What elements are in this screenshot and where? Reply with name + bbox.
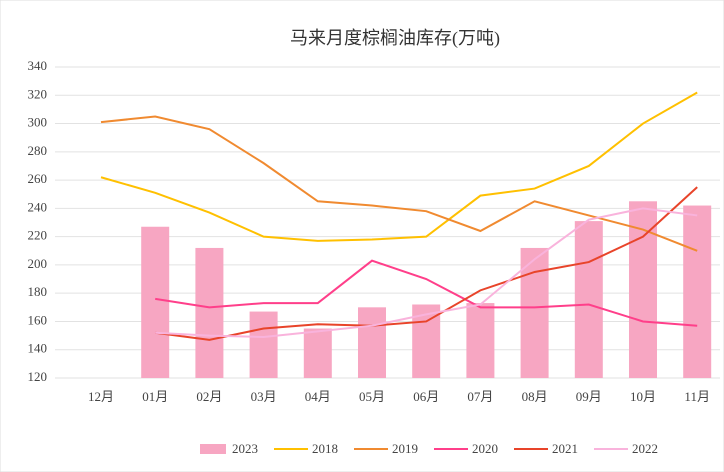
bar [141, 226, 170, 378]
x-tick-label: 10月 [630, 389, 656, 404]
line [155, 186, 698, 341]
legend-label: 2018 [312, 441, 338, 456]
y-tick-label: 260 [28, 171, 48, 186]
chart-title: 马来月度棕榈油库存(万吨) [290, 28, 500, 49]
bar [358, 307, 386, 378]
x-tick-label: 12月 [88, 389, 114, 404]
x-tick-label: 06月 [413, 389, 439, 404]
bar [466, 303, 495, 378]
x-tick-label: 08月 [522, 389, 548, 404]
legend-swatch [200, 444, 226, 454]
x-tick-label: 02月 [196, 389, 222, 404]
x-tick-label: 05月 [359, 389, 385, 404]
y-tick-label: 120 [28, 369, 48, 384]
x-tick-label: 04月 [305, 389, 331, 404]
y-tick-label: 300 [28, 115, 48, 130]
legend-label: 2020 [472, 441, 498, 456]
bar [249, 311, 278, 378]
bar [303, 328, 332, 378]
y-tick-label: 220 [28, 228, 48, 243]
legend-label: 2023 [232, 441, 258, 456]
y-tick-label: 160 [28, 312, 48, 327]
x-tick-label: 09月 [576, 389, 602, 404]
bar [195, 247, 224, 378]
legend-label: 2021 [552, 441, 578, 456]
legend-label: 2019 [392, 441, 418, 456]
line [155, 207, 698, 339]
line [155, 259, 698, 327]
x-tick-label: 11月 [684, 389, 710, 404]
y-tick-label: 280 [28, 143, 48, 158]
bar [574, 221, 603, 378]
legend-label: 2022 [632, 441, 658, 456]
y-tick-label: 200 [28, 256, 48, 271]
bar [629, 201, 657, 378]
x-tick-label: 07月 [467, 389, 493, 404]
y-tick-label: 240 [28, 199, 48, 214]
x-tick-label: 03月 [251, 389, 277, 404]
line [100, 91, 698, 242]
y-tick-label: 140 [28, 341, 48, 356]
y-tick-label: 340 [28, 58, 48, 73]
y-tick-label: 320 [28, 86, 48, 101]
x-tick-label: 01月 [142, 389, 168, 404]
y-tick-label: 180 [28, 284, 48, 299]
bar [683, 205, 712, 378]
